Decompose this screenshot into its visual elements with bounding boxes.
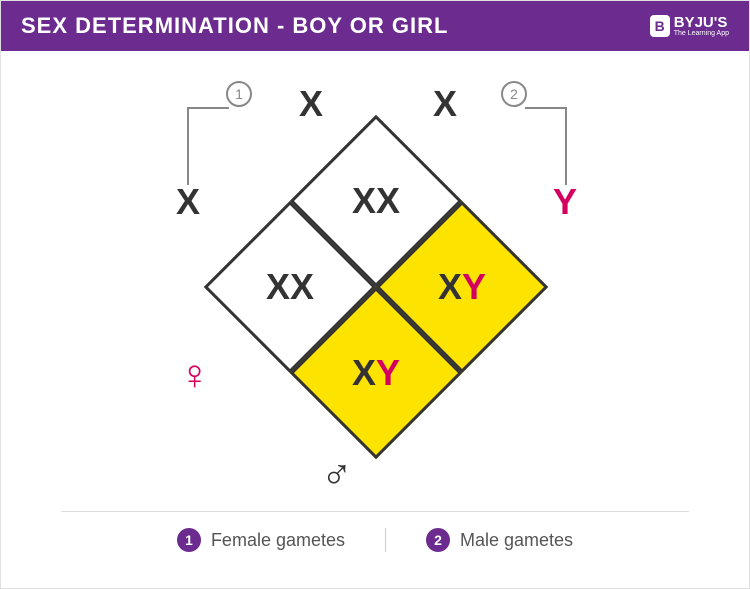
cell-x-3: X (352, 352, 376, 393)
cell-y-2: Y (462, 266, 486, 307)
legend-label-female: Female gametes (211, 530, 345, 551)
logo-main-text: BYJU'S (674, 15, 729, 30)
legend-label-male: Male gametes (460, 530, 573, 551)
callout-1: 1 (226, 81, 252, 107)
legend-item-male: 2 Male gametes (426, 528, 573, 552)
legend: 1 Female gametes 2 Male gametes (61, 511, 689, 568)
cell-y-1: X (290, 266, 314, 307)
logo-sub-text: The Learning App (674, 30, 729, 37)
parent-left-x: X (176, 181, 200, 223)
brand-logo: B BYJU'S The Learning App (650, 15, 729, 37)
callout-2: 2 (501, 81, 527, 107)
logo-badge-icon: B (650, 15, 670, 37)
female-symbol-icon: ♀ (179, 351, 211, 399)
cell-y-0: X (376, 180, 400, 221)
cell-y-3: Y (376, 352, 400, 393)
header-bar: SEX DETERMINATION - BOY OR GIRL B BYJU'S… (1, 1, 749, 51)
legend-badge-1: 1 (177, 528, 201, 552)
cell-x-1: X (266, 266, 290, 307)
legend-separator (385, 528, 386, 552)
legend-badge-2: 2 (426, 528, 450, 552)
cell-x-0: X (352, 180, 376, 221)
cell-x-2: X (438, 266, 462, 307)
legend-item-female: 1 Female gametes (177, 528, 345, 552)
male-symbol-icon: ♂ (321, 449, 353, 497)
punnett-diagram: XXXXXYXYXXXY12♀♂ (1, 51, 750, 511)
connector-left (187, 107, 229, 185)
parent-right-y: Y (553, 181, 577, 223)
page-title: SEX DETERMINATION - BOY OR GIRL (21, 13, 448, 39)
connector-right (525, 107, 567, 185)
parent-top-right-x: X (433, 83, 457, 125)
parent-top-left-x: X (299, 83, 323, 125)
